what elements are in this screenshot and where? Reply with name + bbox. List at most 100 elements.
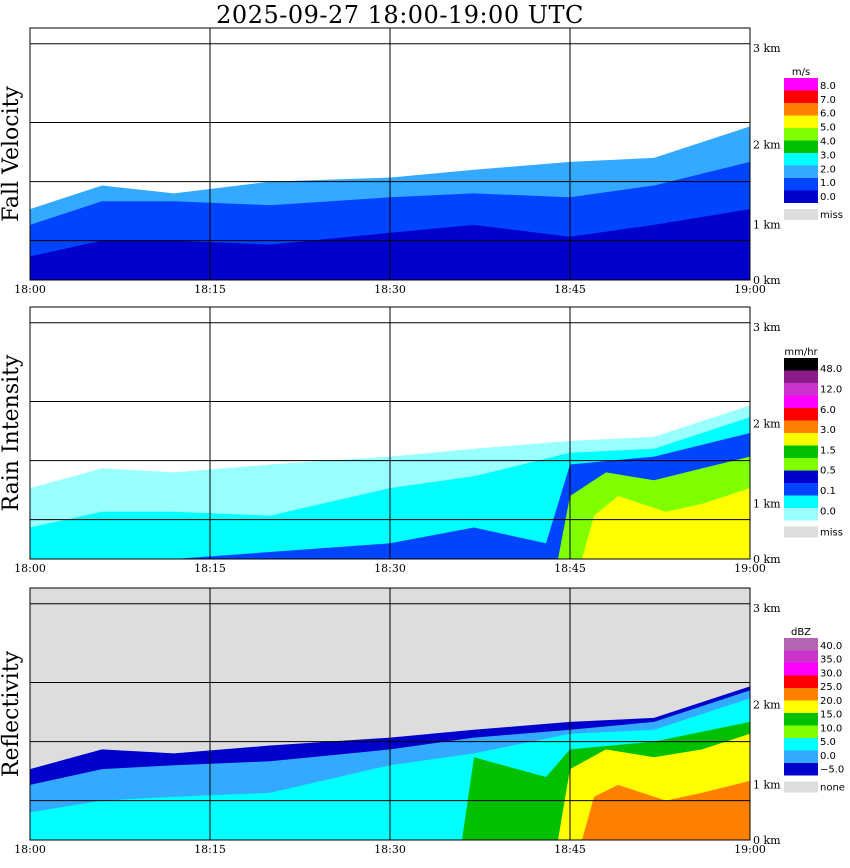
y-tick-label: 3 km bbox=[753, 321, 781, 334]
legend-miss-swatch bbox=[784, 209, 818, 220]
legend-swatch bbox=[784, 128, 818, 141]
legend-label: 0.0 bbox=[820, 192, 836, 203]
legend-unit: mm/hr bbox=[784, 347, 818, 358]
x-tick-label: 19:00 bbox=[734, 843, 766, 856]
legend-swatch bbox=[784, 470, 818, 483]
legend-label: −5.0 bbox=[820, 765, 844, 776]
x-tick-label: 18:30 bbox=[374, 283, 406, 296]
legend-swatch bbox=[784, 140, 818, 153]
legend-swatch bbox=[784, 508, 818, 521]
legend-swatch bbox=[784, 458, 818, 471]
x-tick-label: 18:15 bbox=[194, 283, 226, 296]
legend-swatch bbox=[784, 115, 818, 128]
legend-swatch bbox=[784, 383, 818, 396]
legend-label: 30.0 bbox=[820, 668, 842, 679]
y-axis-label: Fall Velocity bbox=[0, 86, 24, 222]
legend-swatch bbox=[784, 675, 818, 688]
legend-unit: m/s bbox=[792, 67, 810, 78]
legend-swatch bbox=[784, 725, 818, 738]
legend-label: 7.0 bbox=[820, 95, 836, 106]
legend-swatch bbox=[784, 483, 818, 496]
legend-miss-label: miss bbox=[820, 210, 843, 221]
x-tick-label: 18:45 bbox=[554, 562, 586, 575]
legend-swatch bbox=[784, 638, 818, 651]
legend-label: 0.1 bbox=[820, 486, 836, 497]
legend-label: 5.0 bbox=[820, 737, 836, 748]
legend-swatch bbox=[784, 433, 818, 446]
x-tick-label: 18:00 bbox=[14, 283, 46, 296]
y-tick-label: 2 km bbox=[753, 418, 781, 431]
y-tick-label: 0 km bbox=[753, 834, 781, 847]
y-axis-label: Rain Intensity bbox=[0, 354, 24, 511]
legend-label: 12.0 bbox=[820, 384, 842, 395]
legend-unit: dBZ bbox=[791, 627, 811, 638]
legend-label: 0.5 bbox=[820, 466, 836, 477]
legend-swatch bbox=[784, 190, 818, 203]
legend-swatch bbox=[784, 420, 818, 433]
y-tick-label: 3 km bbox=[753, 42, 781, 55]
panel-frame-1 bbox=[29, 306, 751, 560]
y-tick-label: 3 km bbox=[753, 602, 781, 615]
legend-miss-swatch bbox=[784, 781, 818, 793]
legend-label: 3.0 bbox=[820, 150, 836, 161]
legend-swatch bbox=[784, 688, 818, 701]
x-tick-label: 18:45 bbox=[554, 283, 586, 296]
x-tick-label: 18:30 bbox=[374, 562, 406, 575]
x-tick-label: 18:00 bbox=[14, 562, 46, 575]
legend-label: 0.0 bbox=[820, 751, 836, 762]
legend-swatch bbox=[784, 153, 818, 166]
legend-label: 40.0 bbox=[820, 641, 842, 652]
x-tick-label: 19:00 bbox=[734, 562, 766, 575]
legend-label: 5.0 bbox=[820, 123, 836, 134]
legend-swatch bbox=[784, 495, 818, 508]
y-axis-label: Reflectivity bbox=[0, 650, 24, 777]
panel-frame-2 bbox=[29, 587, 751, 841]
legend-label: 1.5 bbox=[820, 445, 836, 456]
echo-layer-2-5 bbox=[582, 780, 750, 840]
legend-label: 4.0 bbox=[820, 137, 836, 148]
legend-swatch bbox=[784, 663, 818, 676]
legend-label: 20.0 bbox=[820, 696, 842, 707]
y-tick-label: 1 km bbox=[753, 778, 781, 791]
legend-label: 25.0 bbox=[820, 682, 842, 693]
legend-swatch bbox=[784, 445, 818, 458]
y-tick-label: 2 km bbox=[753, 699, 781, 712]
legend-swatch bbox=[784, 713, 818, 726]
y-tick-label: 2 km bbox=[753, 139, 781, 152]
x-tick-label: 18:45 bbox=[554, 843, 586, 856]
echo-layer-1-4 bbox=[582, 488, 750, 559]
legend-miss-label: none bbox=[820, 783, 845, 794]
legend-swatch bbox=[784, 750, 818, 763]
legend-swatch bbox=[784, 370, 818, 383]
page-title: 2025-09-27 18:00-19:00 UTC bbox=[216, 1, 584, 29]
legend-label: 48.0 bbox=[820, 364, 842, 375]
y-tick-label: 0 km bbox=[753, 553, 781, 566]
legend-swatch bbox=[784, 358, 818, 371]
legend-label: 2.0 bbox=[820, 164, 836, 175]
y-tick-label: 0 km bbox=[753, 274, 781, 287]
legend-miss-swatch bbox=[784, 526, 818, 538]
legend-label: 1.0 bbox=[820, 178, 836, 189]
legend-label: 15.0 bbox=[820, 710, 842, 721]
y-tick-label: 1 km bbox=[753, 218, 781, 231]
legend-swatch bbox=[784, 90, 818, 103]
legend-label: 3.0 bbox=[820, 425, 836, 436]
legend-label: 6.0 bbox=[820, 109, 836, 120]
legend-swatch bbox=[784, 408, 818, 421]
legend-swatch bbox=[784, 650, 818, 663]
x-tick-label: 18:15 bbox=[194, 562, 226, 575]
legend-swatch bbox=[784, 78, 818, 91]
x-tick-label: 18:15 bbox=[194, 843, 226, 856]
legend-swatch bbox=[784, 178, 818, 191]
legend-swatch bbox=[784, 700, 818, 713]
x-tick-label: 18:30 bbox=[374, 843, 406, 856]
legend-swatch bbox=[784, 165, 818, 178]
panel-frame-0 bbox=[29, 27, 751, 281]
legend-label: 6.0 bbox=[820, 405, 836, 416]
legend-label: 0.0 bbox=[820, 506, 836, 517]
legend-miss-label: miss bbox=[820, 528, 843, 539]
legend-swatch bbox=[784, 395, 818, 408]
x-tick-label: 19:00 bbox=[734, 283, 766, 296]
legend-swatch bbox=[784, 738, 818, 751]
